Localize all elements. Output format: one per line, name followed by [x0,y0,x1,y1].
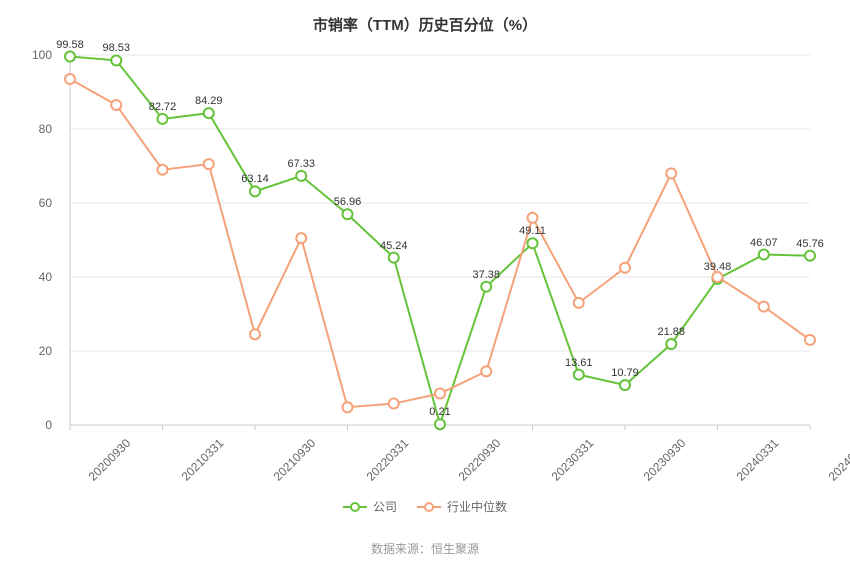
series-marker [435,389,445,399]
series-marker [805,251,815,261]
data-label: 45.24 [380,240,408,252]
series-marker [666,339,676,349]
series-marker [389,399,399,409]
y-tick-label: 100 [32,48,52,62]
series-group [65,52,815,430]
legend-item[interactable]: 行业中位数 [417,498,507,515]
data-label: 67.33 [287,158,315,170]
y-tick-label: 60 [39,196,52,210]
x-tick-label: 20240331 [733,436,781,484]
legend-marker-icon [417,501,441,513]
series-marker [111,55,121,65]
series-marker [713,272,723,282]
data-label: 49.11 [519,225,546,237]
series-marker [343,209,353,219]
series-marker [481,366,491,376]
series-marker [65,52,75,62]
source-text: 数据来源：恒生聚源 [0,540,850,557]
series-marker [250,329,260,339]
series-marker [204,159,214,169]
series-marker [296,233,306,243]
grid [70,55,810,430]
series-marker [111,100,121,110]
data-label: 63.14 [241,173,269,185]
y-tick-label: 80 [39,122,52,136]
data-label: 99.58 [56,39,84,51]
series-marker [574,370,584,380]
legend-item[interactable]: 公司 [343,498,397,515]
series-marker [65,74,75,84]
plot-area: 99.5898.5382.7284.2963.1467.3356.9645.24… [70,55,810,425]
data-label: 82.72 [149,101,177,113]
series-marker [158,165,168,175]
legend: 公司 行业中位数 [0,498,850,516]
x-tick-label: 20220331 [363,436,411,484]
series-marker [389,253,399,263]
y-axis-labels: 020406080100 [0,55,60,425]
y-tick-label: 0 [45,418,52,432]
series-marker [158,114,168,124]
plot-svg [70,55,810,425]
data-label: 10.79 [611,367,639,379]
legend-marker-icon [343,501,367,513]
series-marker [805,335,815,345]
data-label: 56.96 [334,196,362,208]
series-marker [435,419,445,429]
x-tick-label: 20210331 [178,436,226,484]
series-marker [759,302,769,312]
x-tick-label: 20200930 [86,436,134,484]
data-label: 46.07 [750,237,778,249]
data-label: 39.48 [704,261,732,273]
x-tick-label: 20230930 [641,436,689,484]
x-tick-label: 20210930 [271,436,319,484]
series-marker [343,402,353,412]
series-marker [574,298,584,308]
x-tick-label: 20220930 [456,436,504,484]
series-marker [481,282,491,292]
series-marker [296,171,306,181]
series-marker [666,168,676,178]
series-line-行业中位数 [70,79,810,407]
series-marker [204,108,214,118]
legend-label: 公司 [373,498,397,515]
x-axis-labels: 20200930 20210331 20210930 20220331 20220930… [70,430,810,490]
data-label: 13.61 [565,357,593,369]
y-tick-label: 20 [39,344,52,358]
data-label: 45.76 [796,238,824,250]
series-line-公司 [70,57,810,425]
series-marker [528,238,538,248]
legend-label: 行业中位数 [447,498,507,515]
series-marker [528,213,538,223]
x-tick-label: 20230331 [548,436,596,484]
x-tick-label: 20240709 [826,436,850,484]
data-label: 37.38 [472,269,500,281]
data-label: 0.21 [429,406,450,418]
series-marker [620,263,630,273]
series-marker [250,186,260,196]
data-label: 21.88 [657,326,685,338]
data-label: 84.29 [195,95,223,107]
chart-container: 市销率（TTM）历史百分位（%） 0 20 40 60 80 100 99.58 98.53… [0,0,850,575]
data-label: 98.53 [102,42,130,54]
series-marker [759,250,769,260]
series-marker [620,380,630,390]
chart-title: 市销率（TTM）历史百分位（%） [0,14,850,35]
y-tick-label: 40 [39,270,52,284]
